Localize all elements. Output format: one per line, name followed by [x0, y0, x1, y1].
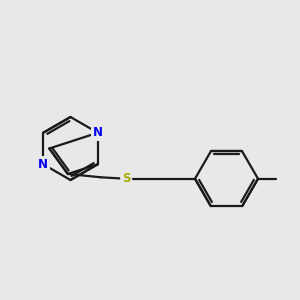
Text: N: N	[93, 126, 103, 139]
Text: N: N	[38, 158, 48, 171]
Text: S: S	[122, 172, 130, 185]
